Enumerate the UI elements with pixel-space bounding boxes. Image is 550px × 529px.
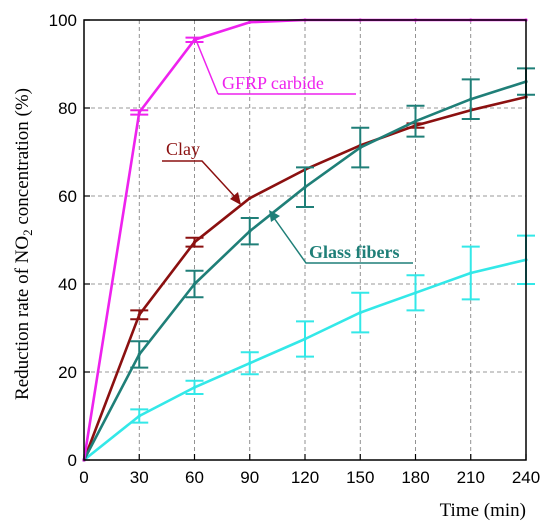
gfrp-carbide-label: GFRP carbide — [222, 73, 324, 93]
y-tick-label: 20 — [58, 363, 77, 382]
data-point-series-4 — [303, 337, 307, 341]
y-axis-title-subscript: 2 — [20, 229, 35, 236]
data-point-glass-fibers — [469, 97, 473, 101]
data-point-gfrp-carbide — [248, 20, 252, 24]
data-point-glass-fibers — [413, 119, 418, 123]
data-point-series-4 — [137, 414, 141, 418]
glass-fibers-leader-line — [273, 217, 413, 264]
data-point-series-4 — [192, 385, 197, 389]
x-tick-label: 90 — [240, 468, 259, 487]
data-point-glass-fibers — [192, 282, 197, 286]
y-tick-label: 40 — [58, 275, 77, 294]
x-axis-title: Time (min) — [440, 500, 526, 521]
data-point-glass-fibers — [248, 229, 252, 233]
series-line-glass-fibers — [82, 80, 527, 461]
y-tick-label: 60 — [58, 187, 77, 206]
y-tick-label: 100 — [49, 11, 77, 30]
data-point-clay — [192, 240, 197, 244]
glass-fibers-label: Glass fibers — [309, 242, 400, 262]
y-axis-title-rest: concentration (%) — [12, 88, 33, 229]
x-tick-label: 240 — [512, 468, 540, 487]
x-tick-label: 60 — [185, 468, 204, 487]
data-point-gfrp-carbide — [137, 110, 141, 114]
data-point-clay — [137, 313, 141, 317]
data-point-series-4 — [248, 361, 252, 365]
y-tick-label: 80 — [58, 99, 77, 118]
clay-leader-line — [162, 160, 237, 199]
x-tick-label: 210 — [457, 468, 485, 487]
clay-label: Clay — [166, 139, 200, 159]
y-axis-title-main: Reduction rate of NO — [12, 236, 33, 400]
series-series-4 — [82, 234, 535, 462]
data-point-glass-fibers — [137, 352, 141, 356]
data-point-glass-fibers — [358, 146, 362, 150]
x-tick-label: 180 — [401, 468, 429, 487]
gfrp-carbide-leader-line — [195, 39, 219, 95]
axis-ticks: 0 30 60 90 120 150 180 210 240 0 20 40 60 80 100 — [49, 11, 541, 487]
data-point-series-4 — [413, 291, 418, 295]
y-axis-title: Reduction rate of NO2 concentration (%) — [12, 88, 35, 400]
x-tick-label: 120 — [291, 468, 319, 487]
clay-arrowhead — [230, 192, 241, 205]
y-tick-label: 0 — [68, 451, 77, 470]
data-point-glass-fibers — [303, 185, 307, 189]
data-point-series-4 — [358, 311, 362, 315]
x-tick-label: 150 — [346, 468, 374, 487]
glass-fibers-arrowhead — [269, 210, 280, 222]
x-tick-label: 0 — [79, 468, 88, 487]
data-point-series-4 — [469, 271, 473, 275]
annotations: GFRP carbide Clay Glass fibers — [162, 39, 413, 264]
series-glass-fibers — [82, 67, 535, 462]
data-point-clay — [248, 196, 252, 200]
data-point-gfrp-carbide — [192, 38, 197, 42]
x-tick-label: 30 — [130, 468, 149, 487]
